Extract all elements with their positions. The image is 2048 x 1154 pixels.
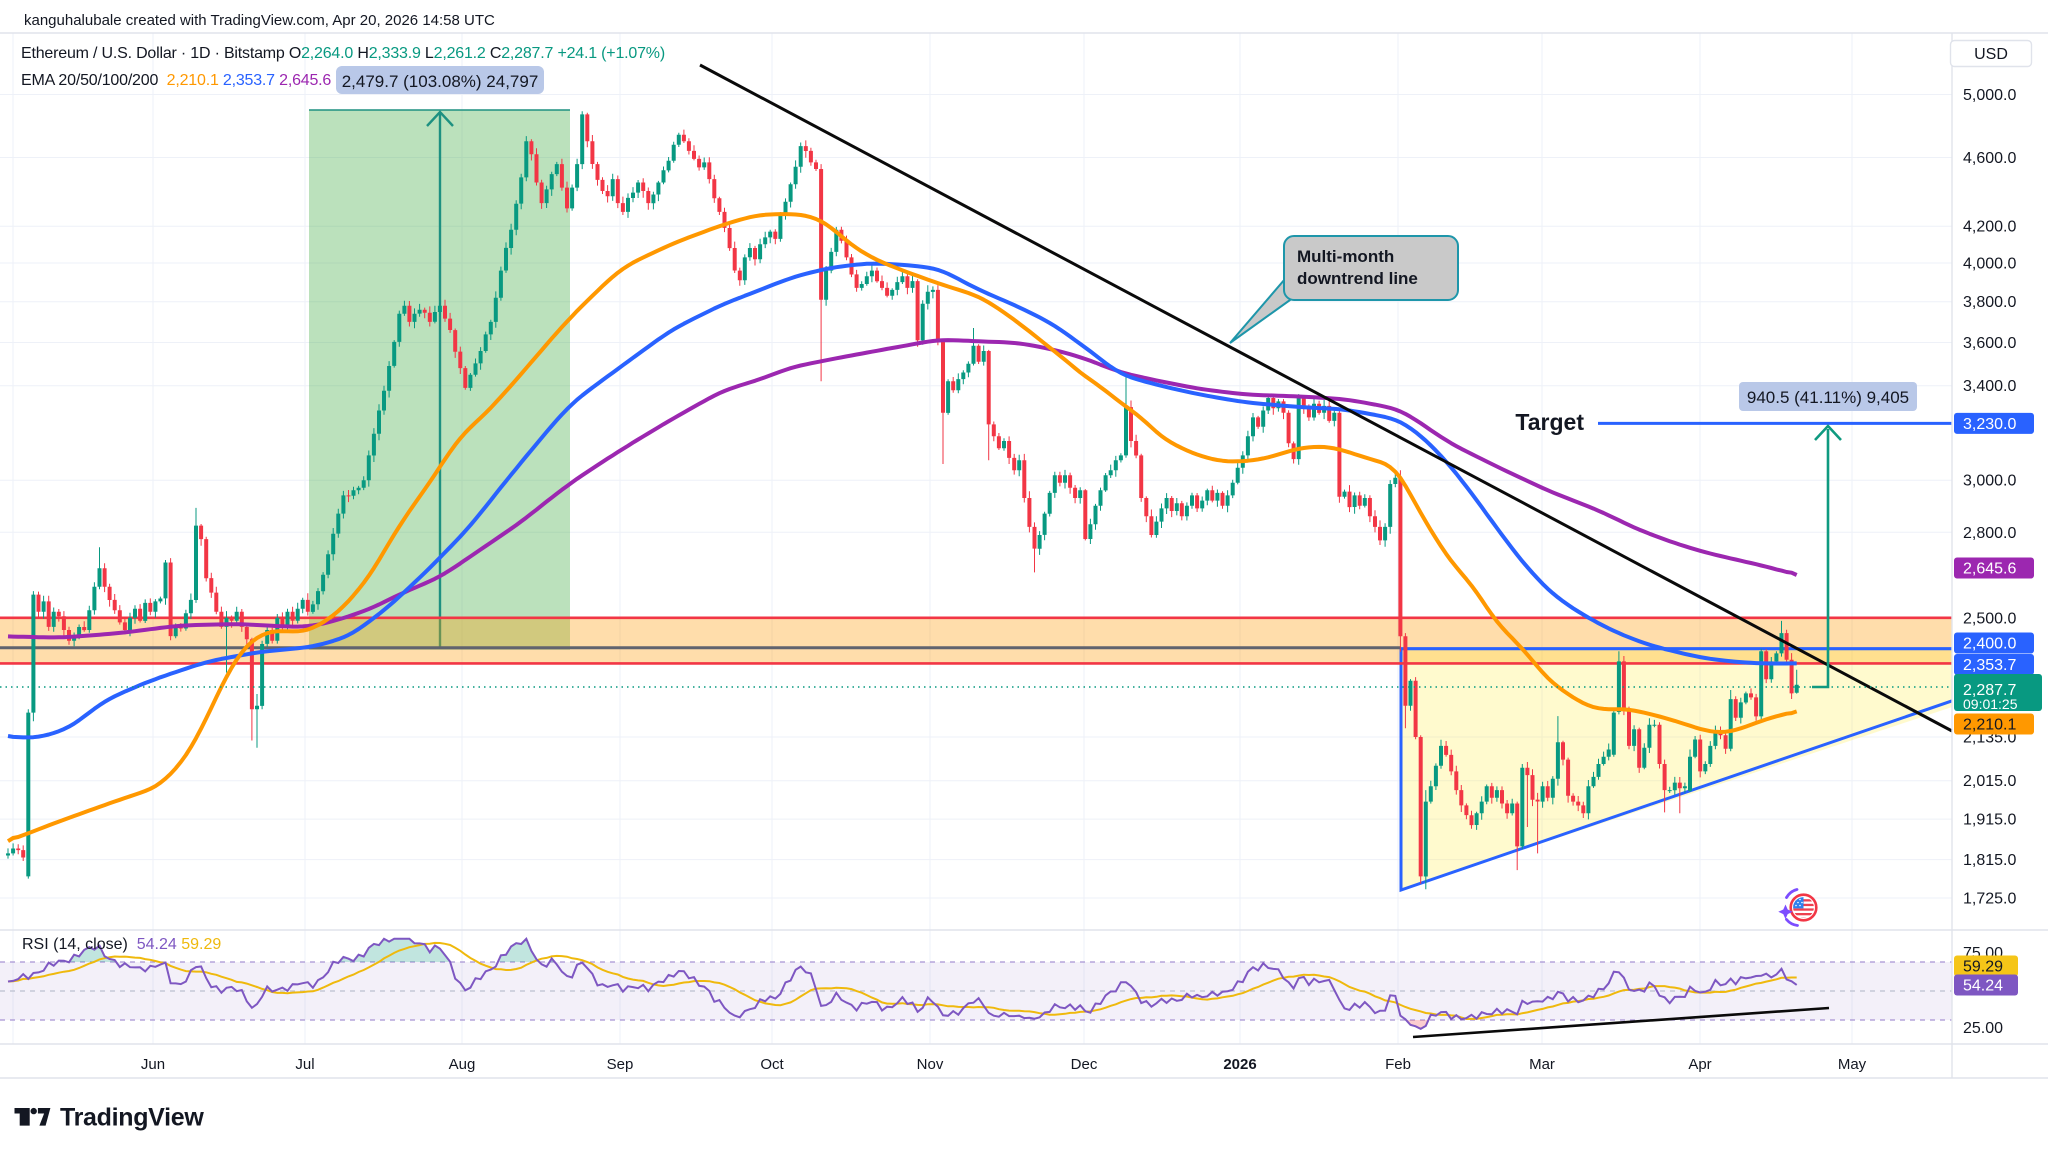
svg-text:09:01:25: 09:01:25 — [1963, 696, 2018, 712]
svg-text:TradingView: TradingView — [60, 1104, 204, 1132]
svg-text:4,000.0: 4,000.0 — [1963, 256, 2016, 273]
svg-text:EMA 20/50/100/200 2,210.1 2,3: EMA 20/50/100/200 2,210.1 2,353.7 2,645.… — [21, 72, 331, 89]
svg-text:Mar: Mar — [1529, 1056, 1555, 1073]
svg-text:Dec: Dec — [1071, 1056, 1098, 1073]
svg-text:RSI (14, close) 54.24 59.29: RSI (14, close) 54.24 59.29 — [22, 936, 221, 953]
svg-text:Multi-month: Multi-month — [1297, 247, 1394, 266]
svg-text:1,725.0: 1,725.0 — [1963, 891, 2016, 908]
svg-text:Jul: Jul — [295, 1056, 314, 1073]
svg-text:2,210.1: 2,210.1 — [1963, 717, 2016, 734]
svg-text:2,400.0: 2,400.0 — [1963, 636, 2016, 653]
svg-text:2,479.7 (103.08%) 24,797: 2,479.7 (103.08%) 24,797 — [342, 72, 539, 91]
svg-text:2,500.0: 2,500.0 — [1963, 610, 2016, 627]
svg-text:Target: Target — [1515, 409, 1584, 435]
svg-text:USD: USD — [1974, 46, 2008, 63]
svg-text:2,353.7: 2,353.7 — [1963, 657, 2016, 674]
svg-text:3,230.0: 3,230.0 — [1963, 416, 2016, 433]
svg-text:2,015.0: 2,015.0 — [1963, 773, 2016, 790]
svg-text:2,287.7: 2,287.7 — [1963, 682, 2016, 699]
svg-text:4,600.0: 4,600.0 — [1963, 150, 2016, 167]
svg-text:Aug: Aug — [449, 1056, 476, 1073]
svg-text:May: May — [1838, 1056, 1867, 1073]
svg-text:Jun: Jun — [141, 1056, 165, 1073]
svg-text:Sep: Sep — [607, 1056, 634, 1073]
svg-text:Oct: Oct — [760, 1056, 784, 1073]
svg-text:Apr: Apr — [1688, 1056, 1711, 1073]
svg-text:54.24: 54.24 — [1963, 978, 2003, 995]
svg-text:940.5 (41.11%) 9,405: 940.5 (41.11%) 9,405 — [1747, 388, 1909, 407]
svg-text:1,915.0: 1,915.0 — [1963, 812, 2016, 829]
svg-text:Feb: Feb — [1385, 1056, 1411, 1073]
svg-text:3,000.0: 3,000.0 — [1963, 473, 2016, 490]
svg-text:2026: 2026 — [1223, 1056, 1256, 1073]
svg-text:kanguhalubale created with Tra: kanguhalubale created with TradingView.c… — [24, 12, 495, 29]
svg-text:4,200.0: 4,200.0 — [1963, 219, 2016, 236]
svg-text:2,800.0: 2,800.0 — [1963, 525, 2016, 542]
svg-text:59.29: 59.29 — [1963, 959, 2003, 976]
svg-text:3,600.0: 3,600.0 — [1963, 335, 2016, 352]
svg-text:3,400.0: 3,400.0 — [1963, 378, 2016, 395]
svg-text:2,645.6: 2,645.6 — [1963, 561, 2016, 578]
svg-text:Nov: Nov — [917, 1056, 944, 1073]
svg-text:3,800.0: 3,800.0 — [1963, 294, 2016, 311]
svg-text:25.00: 25.00 — [1963, 1020, 2003, 1037]
svg-text:Ethereum / U.S. Dollar · 1D ·: Ethereum / U.S. Dollar · 1D · Bitstamp O… — [21, 45, 665, 62]
svg-text:5,000.0: 5,000.0 — [1963, 87, 2016, 104]
svg-text:downtrend line: downtrend line — [1297, 269, 1418, 288]
svg-text:1,815.0: 1,815.0 — [1963, 852, 2016, 869]
